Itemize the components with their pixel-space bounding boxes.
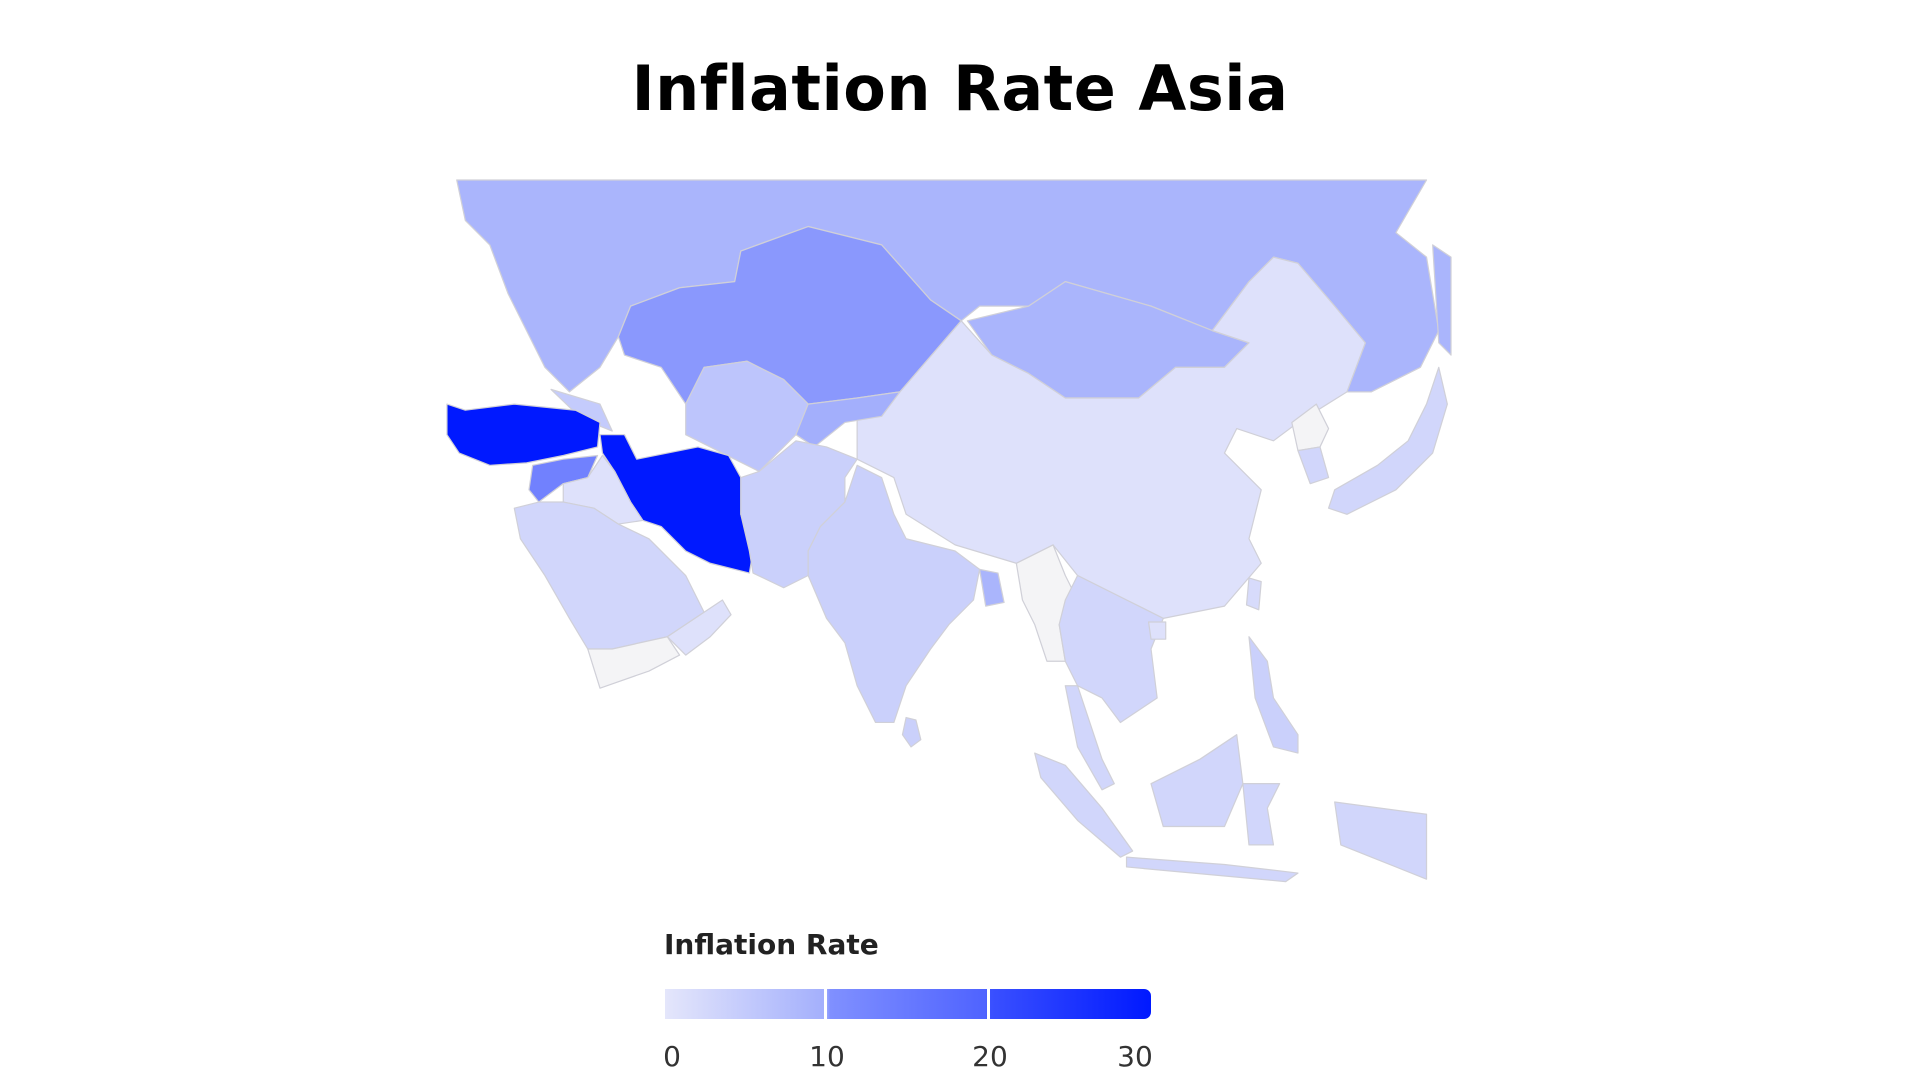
chart-title: Inflation Rate Asia [631, 52, 1289, 125]
region-borneo[interactable] [1150, 734, 1244, 828]
region-sri-lanka[interactable] [901, 716, 922, 748]
legend-tick: 10 [809, 1040, 845, 1073]
region-oman-uae[interactable] [666, 599, 732, 656]
region-malay-peninsula[interactable] [1064, 685, 1115, 791]
region-taiwan[interactable] [1245, 577, 1262, 611]
region-hainan[interactable] [1147, 621, 1167, 640]
region-java[interactable] [1125, 856, 1299, 883]
region-sulawesi[interactable] [1242, 783, 1281, 846]
region-sakhalin[interactable] [1432, 244, 1452, 356]
region-south-korea[interactable] [1297, 446, 1330, 485]
region-new-guinea[interactable] [1334, 801, 1428, 880]
legend-separator [824, 989, 827, 1019]
region-india[interactable] [807, 464, 981, 724]
region-bangladesh[interactable] [978, 568, 1005, 607]
region-turkey[interactable] [446, 403, 601, 466]
region-japan[interactable] [1327, 366, 1448, 515]
legend-tick: 30 [1117, 1040, 1153, 1073]
legend-title: Inflation Rate [664, 928, 879, 961]
region-yemen[interactable] [587, 636, 681, 689]
region-sumatra[interactable] [1034, 752, 1134, 858]
legend-color-scale [665, 989, 1151, 1019]
region-russia[interactable] [456, 179, 1440, 393]
legend-tick: 0 [663, 1040, 681, 1073]
legend-tick: 20 [972, 1040, 1008, 1073]
legend-separator [987, 989, 990, 1019]
region-indochina[interactable] [1058, 574, 1164, 724]
region-philippines[interactable] [1248, 636, 1299, 754]
region-north-korea[interactable] [1291, 403, 1330, 452]
region-kyrgyzstan-tajikistan[interactable] [795, 391, 901, 448]
